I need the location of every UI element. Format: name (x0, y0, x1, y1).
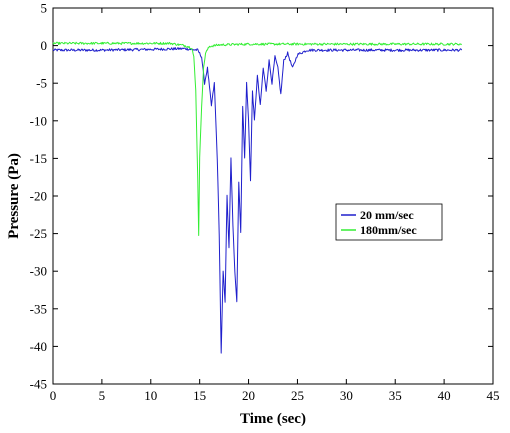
y-tick-label: 0 (41, 38, 48, 53)
series-layer (52, 41, 463, 354)
x-tick-label: 10 (144, 388, 157, 403)
y-tick-label: -40 (30, 339, 47, 354)
x-axis-ticks: 0 5 10 15 20 25 30 35 40 45 (50, 8, 500, 403)
legend-entry-180mm: 180mm/sec (360, 223, 417, 237)
y-axis-ticks: 5 0 -5 -10 -15 -20 -25 -30 -35 -40 -45 (30, 1, 493, 392)
y-tick-label: -5 (36, 76, 47, 91)
x-tick-label: 15 (193, 388, 206, 403)
series-line-0 (52, 47, 463, 354)
plot-frame (52, 7, 494, 385)
series-line-1 (52, 41, 462, 237)
y-axis-title: Pressure (Pa) (6, 153, 22, 239)
x-tick-label: 40 (438, 388, 451, 403)
legend-box (335, 203, 443, 241)
x-tick-label: 25 (291, 388, 304, 403)
x-tick-label: 35 (389, 388, 402, 403)
y-tick-label: -20 (30, 189, 47, 204)
plot-area: 0 5 10 15 20 25 30 35 40 45 50-5-10-15-20-25-30-3… (30, 1, 500, 404)
y-tick-label: -15 (30, 151, 47, 166)
y-tick-label: -35 (30, 301, 47, 316)
x-tick-label: 5 (99, 388, 106, 403)
legend-entry-20mm: 20 mm/sec (360, 208, 414, 222)
y-tick-label: -45 (30, 377, 47, 392)
x-tick-label: 30 (340, 388, 353, 403)
x-tick-label: 0 (50, 388, 57, 403)
y-tick-label: 5 (41, 1, 48, 16)
y-tick-label: -10 (30, 113, 47, 128)
y-tick-label: -30 (30, 264, 47, 279)
y-tick-label: -25 (30, 226, 47, 241)
legend: 20 mm/sec 180mm/sec (335, 203, 443, 241)
x-tick-label: 45 (487, 388, 500, 403)
x-tick-label: 20 (242, 388, 255, 403)
x-axis-title: Time (sec) (240, 411, 306, 427)
